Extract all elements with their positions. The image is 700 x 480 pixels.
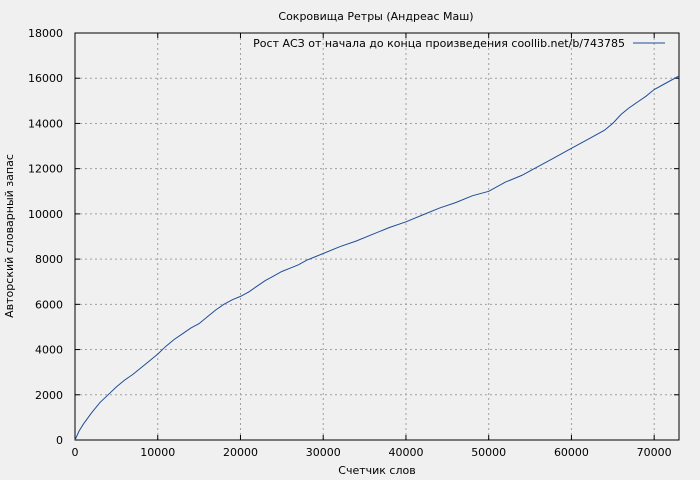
- y-tick-label: 14000: [28, 117, 63, 130]
- y-tick-label: 12000: [28, 163, 63, 176]
- x-axis: 0 10000 20000 30000 40000 50000 60000 70000: [72, 33, 672, 459]
- legend-label: Рост АСЗ от начала до конца произведения…: [253, 37, 625, 50]
- legend: Рост АСЗ от начала до конца произведения…: [253, 37, 665, 50]
- y-tick-label: 4000: [35, 344, 63, 357]
- y-tick-label: 10000: [28, 208, 63, 221]
- y-axis: 0 2000 4000 6000 8000 10000 12000 14000 16000 180…: [28, 27, 679, 447]
- series-line: [74, 75, 680, 441]
- x-tick-label: 40000: [388, 446, 423, 459]
- y-tick-label: 0: [56, 434, 63, 447]
- x-tick-label: 60000: [554, 446, 589, 459]
- y-axis-label: Авторский словарный запас: [3, 154, 16, 318]
- chart-title: Сокровища Ретры (Андреас Маш): [278, 10, 473, 23]
- plot-frame: [74, 32, 680, 441]
- y-tick-label: 16000: [28, 72, 63, 85]
- y-tick-label: 6000: [35, 298, 63, 311]
- x-axis-label: Счетчик слов: [338, 464, 415, 477]
- x-tick-label: 20000: [223, 446, 258, 459]
- y-tick-label: 2000: [35, 389, 63, 402]
- x-tick-label: 30000: [306, 446, 341, 459]
- y-tick-label: 8000: [35, 253, 63, 266]
- x-tick-label: 0: [72, 446, 79, 459]
- grid: [75, 33, 679, 440]
- x-tick-label: 50000: [471, 446, 506, 459]
- x-tick-label: 10000: [140, 446, 175, 459]
- y-tick-label: 18000: [28, 27, 63, 40]
- x-tick-label: 70000: [637, 446, 672, 459]
